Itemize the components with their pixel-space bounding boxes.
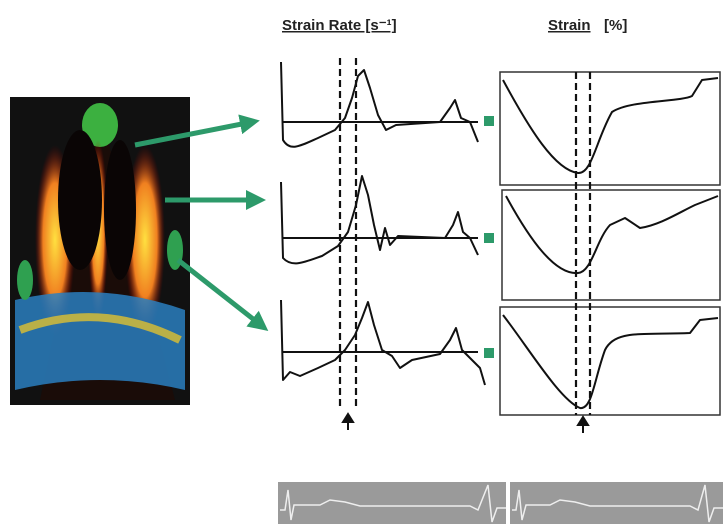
strain-title: Strain [548,17,591,34]
marker-arrow [578,417,588,433]
strain-rate-traces [281,62,485,385]
ecg-strip [278,482,723,524]
connector [484,116,494,126]
connector [484,233,494,243]
marker-arrow [343,414,353,430]
page: Strain Rate [s⁻¹] Strain [%] [0,0,723,524]
connector [484,348,494,358]
figure: Strain Rate [s⁻¹] Strain [%] [0,0,723,524]
echo-image [10,97,190,405]
pointer-arrow [178,260,262,326]
strain-unit: [%] [604,17,627,34]
strain-rate-title: Strain Rate [s⁻¹] [282,17,397,34]
strain-traces [500,72,720,415]
